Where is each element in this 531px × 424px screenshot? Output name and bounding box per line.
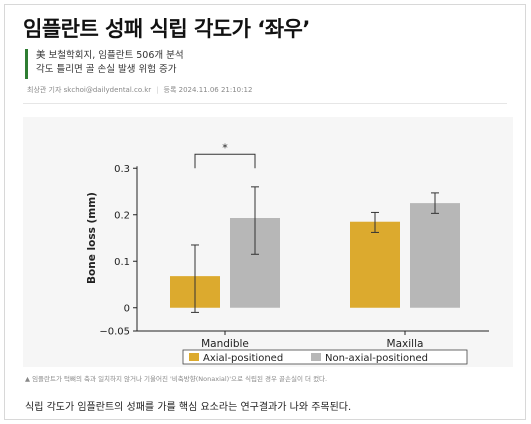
author-email[interactable]: 최상관 기자 skchoi@dailydental.co.kr: [27, 86, 152, 94]
figure-caption: ▲ 임플란트가 턱뼈의 축과 일치하지 않거나 기울어진 '비축방향(Nonax…: [25, 375, 328, 383]
byline: 최상관 기자 skchoi@dailydental.co.kr | 등록 2024.…: [27, 85, 252, 95]
subtitle-line-1: 美 보철학회지, 임플란트 506개 분석: [36, 50, 184, 61]
y-tick-label: 0.1: [114, 257, 130, 268]
y-tick-label: −0.05: [99, 327, 130, 338]
y-axis-label: Bone loss (mm): [86, 192, 98, 284]
subtitle-block: 美 보철학회지, 임플란트 506개 분석 각도 틀리면 골 손실 발생 위험 …: [25, 49, 184, 79]
publish-date: 등록 2024.11.06 21:10:12: [163, 86, 253, 94]
legend-swatch: [189, 353, 199, 361]
legend-box: [182, 349, 468, 365]
byline-separator: |: [156, 86, 159, 94]
legend-label: Axial-positioned: [203, 353, 283, 364]
significance-bracket: [194, 153, 256, 169]
x-tick-label: Maxilla: [387, 338, 424, 350]
article-headline: 임플란트 성패 식립 각도가 ‘좌우’: [23, 17, 310, 41]
legend-label: Non-axial-positioned: [325, 353, 428, 364]
legend-swatch: [311, 353, 321, 361]
y-tick-label: 0: [124, 303, 130, 314]
y-tick-label: 0.3: [114, 164, 130, 175]
bar-axial-positioned-maxilla: [350, 221, 400, 308]
divider: [23, 103, 507, 104]
bar-non-axial-positioned-maxilla: [410, 203, 460, 308]
figure-image: −0.05 0 0.1 0.2 0.3 Bone loss (mm) Mandible Max…: [23, 117, 513, 367]
article-card: 임플란트 성패 식립 각도가 ‘좌우’ 美 보철학회지, 임플란트 506개 분…: [4, 4, 526, 420]
bone-loss-chart: −0.05 0 0.1 0.2 0.3 Bone loss (mm) Mandible Max…: [86, 141, 489, 365]
significance-label: *: [222, 141, 228, 154]
y-tick-label: 0.2: [114, 210, 130, 221]
x-tick-label: Mandible: [201, 338, 249, 350]
article-body: 식립 각도가 임플란트의 성패를 가를 핵심 요소라는 연구결과가 나와 주목된…: [25, 402, 352, 413]
subtitle-line-2: 각도 틀리면 골 손실 발생 위험 증가: [36, 64, 177, 75]
